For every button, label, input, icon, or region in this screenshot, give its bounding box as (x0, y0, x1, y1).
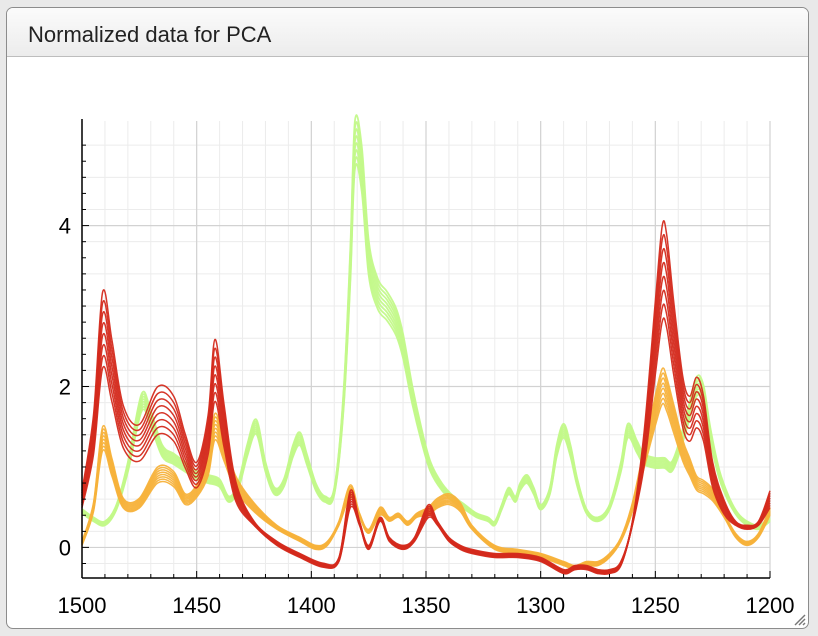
y-tick-label: 2 (59, 375, 71, 400)
tick-labels: 1500 1450 1400 1350 1300 1250 1200 0 2 4 (58, 214, 795, 618)
series-green (81, 114, 771, 531)
series-red (81, 220, 771, 576)
series-line-green (81, 114, 771, 527)
x-tick-label: 1300 (516, 593, 565, 618)
series-lines (81, 114, 771, 576)
window-title: Normalized data for PCA (28, 22, 272, 47)
title-bar: Normalized data for PCA (7, 8, 808, 57)
x-tick-label: 1250 (631, 593, 680, 618)
axes (81, 119, 771, 579)
resize-grip-icon[interactable] (792, 612, 806, 626)
x-tick-label: 1350 (402, 593, 451, 618)
x-tick-label: 1200 (746, 593, 795, 618)
x-tick-label: 1400 (287, 593, 336, 618)
x-tick-label: 1500 (58, 593, 107, 618)
x-tick-label: 1450 (172, 593, 221, 618)
spectra-chart: 1500 1450 1400 1350 1300 1250 1200 0 2 4 (58, 114, 795, 618)
series-line-red (81, 220, 771, 572)
chart-window: Normalized data for PCA 1500 1450 1400 1350… (6, 7, 809, 629)
y-tick-label: 0 (59, 535, 71, 560)
y-tick-label: 4 (59, 214, 71, 239)
